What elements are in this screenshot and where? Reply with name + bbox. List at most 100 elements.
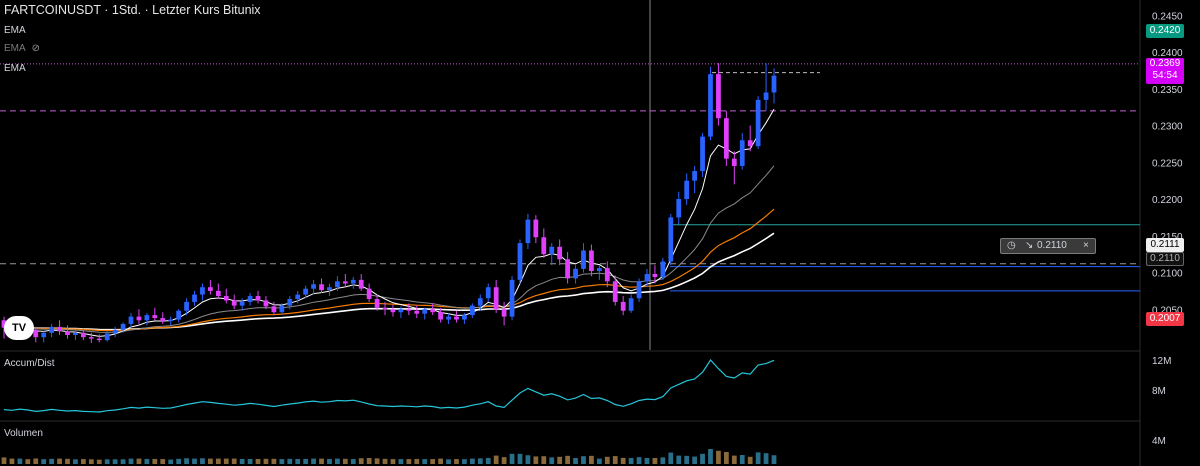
volume-bar <box>215 458 221 464</box>
volume-bar <box>438 458 443 464</box>
volume-bar <box>9 458 15 464</box>
alert-arrow-icon: ↘ <box>1025 240 1034 251</box>
candle-body <box>192 294 197 302</box>
volume-bar <box>335 458 340 464</box>
candle-body <box>747 140 753 147</box>
candle-body <box>279 305 285 313</box>
candle-body <box>247 296 253 302</box>
volume-bar <box>96 459 102 464</box>
candle-body <box>620 301 626 311</box>
accum-dist-line <box>3 359 775 413</box>
volume-bar <box>612 456 618 464</box>
close-icon[interactable]: × <box>1083 240 1089 251</box>
price-tick-label: 0.2450 <box>1152 11 1183 22</box>
volume-bar <box>65 458 70 464</box>
volume-bar <box>120 459 126 464</box>
candle-body <box>477 298 483 306</box>
accum-dist-title[interactable]: Accum/Dist <box>4 358 55 369</box>
candle-body <box>152 315 158 319</box>
price-tick-label: 0.2400 <box>1152 48 1183 59</box>
candle-body <box>342 281 348 284</box>
candle-body <box>104 333 110 341</box>
volume-bar <box>716 450 721 464</box>
volume-bar <box>485 458 491 464</box>
candle-body <box>549 246 555 255</box>
volume-bar <box>136 458 142 464</box>
candle-body <box>366 288 372 299</box>
volume-bar <box>41 459 47 464</box>
candle-body <box>335 281 340 288</box>
candle-body <box>485 287 491 299</box>
candle-body <box>723 118 729 159</box>
candle-body <box>469 305 475 316</box>
volume-title[interactable]: Volumen <box>4 428 43 439</box>
volume-bar <box>128 458 134 464</box>
volume-bar <box>73 459 78 464</box>
candle-body <box>327 287 332 291</box>
candle-body <box>382 307 388 310</box>
candle-body <box>255 296 261 301</box>
volume-bar <box>358 458 364 464</box>
candle-body <box>692 171 697 181</box>
price-tick-label: 0.2050 <box>1152 305 1183 316</box>
volume-bar <box>33 458 39 464</box>
price-tag-low: 0.2007 <box>1146 312 1184 326</box>
candle-body <box>398 309 404 313</box>
volume-bar <box>652 458 658 464</box>
price-tick-label: 0.2150 <box>1152 232 1183 243</box>
ema-label-3[interactable]: EMA <box>4 63 26 74</box>
volume-bar <box>684 455 690 464</box>
volume-bar <box>239 458 245 464</box>
volume-bar <box>319 458 324 464</box>
candle-body <box>215 290 221 297</box>
volume-bar <box>644 458 650 464</box>
candle-body <box>739 140 745 166</box>
symbol-title[interactable]: FARTCOINUSDT · 1Std. · Letzter Kurs Bitu… <box>4 3 261 17</box>
candle-body <box>612 281 618 302</box>
volume-bar <box>541 456 547 464</box>
volume-bar <box>25 459 31 464</box>
candle-body <box>517 243 523 280</box>
volume-bar <box>192 458 197 464</box>
candle-body <box>223 296 229 301</box>
ema-label-1[interactable]: EMA <box>4 25 26 36</box>
volume-bar <box>493 455 499 464</box>
volume-bar <box>88 459 94 464</box>
volume-bar <box>446 459 451 464</box>
volume-bar <box>398 459 404 464</box>
eye-hidden-icon[interactable]: ⊘ <box>31 43 41 54</box>
alert-value: 0.2110 <box>1037 240 1067 251</box>
tradingview-logo[interactable]: TV <box>4 316 34 340</box>
candle-body <box>541 237 547 255</box>
volume-bar <box>509 453 515 464</box>
volume-bar <box>168 459 174 464</box>
volume-bar <box>755 452 761 464</box>
volume-bar <box>184 458 189 464</box>
volume-bar <box>1 457 7 464</box>
volume-bar <box>469 458 475 464</box>
volume-bar <box>700 453 705 464</box>
volume-bar <box>660 457 666 464</box>
price-tag-last: 0.2369 54:54 <box>1146 58 1184 84</box>
volume-bar <box>303 458 309 464</box>
price-alert[interactable]: ◷ ↘ 0.2110 × <box>1000 238 1096 254</box>
candle-body <box>1 320 7 328</box>
volume-bar <box>279 459 285 464</box>
volume-bar <box>295 458 301 464</box>
volume-bar <box>200 458 205 464</box>
ema-label-2[interactable]: EMA ⊘ <box>4 43 41 54</box>
volume-bar <box>390 459 396 464</box>
candle-body <box>350 279 356 284</box>
candle-body <box>636 281 642 299</box>
volume-bar <box>739 455 745 464</box>
volume-bar <box>692 456 697 464</box>
candle-body <box>565 259 570 279</box>
candle-body <box>596 268 602 272</box>
candle-body <box>589 250 594 272</box>
volume-bar <box>581 456 586 464</box>
ema-grey-line <box>3 165 775 333</box>
volume-bar <box>517 453 523 464</box>
candle-body <box>406 309 412 311</box>
candle-body <box>652 273 658 277</box>
